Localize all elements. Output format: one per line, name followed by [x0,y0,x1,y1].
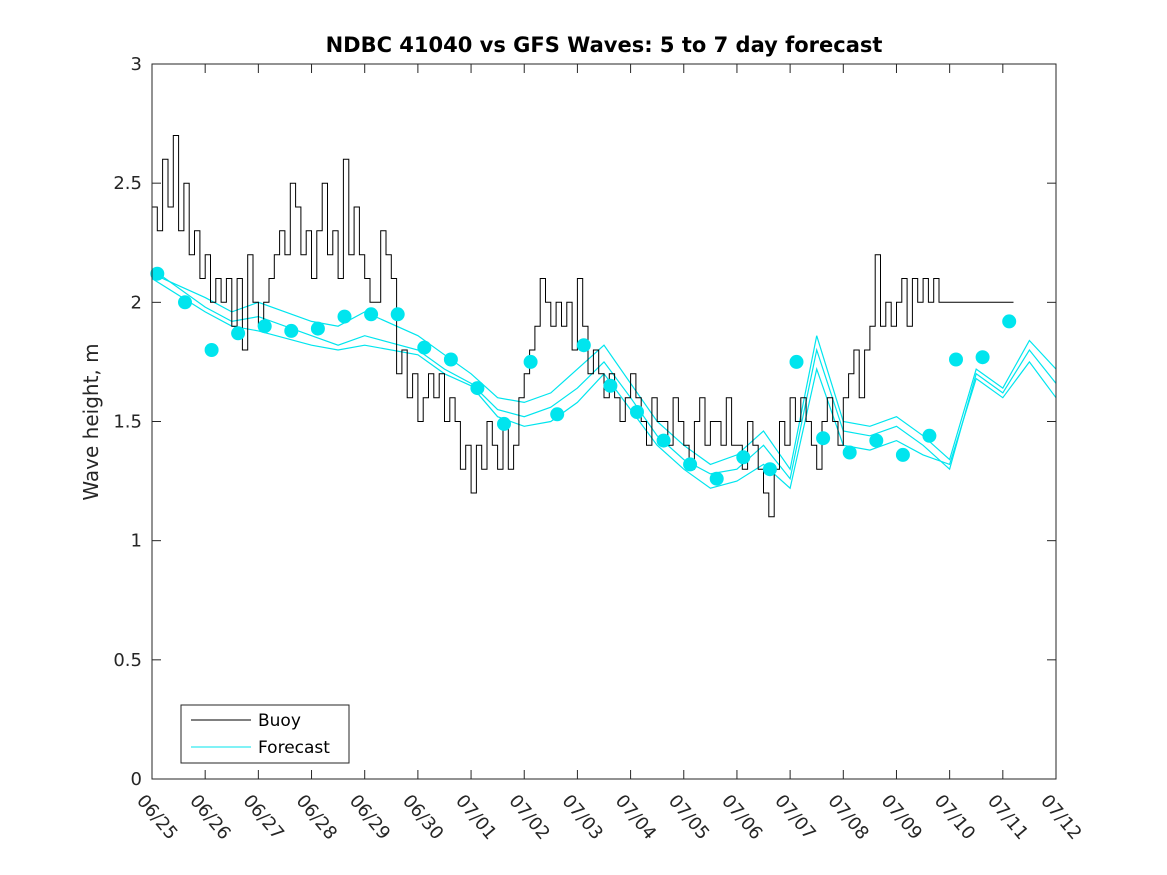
x-tick-label: 07/10 [930,791,979,844]
forecast-point [762,462,777,477]
x-tick-label: 07/07 [770,791,819,844]
x-tick-label: 07/08 [823,791,872,844]
forecast-point [975,350,990,365]
series-layer [152,135,1056,518]
forecast-point [709,471,724,486]
y-tick-label: 1 [131,531,142,552]
y-tick-label: 2.5 [113,173,142,194]
forecast-point [178,295,192,310]
forecast-point [310,321,325,336]
forecast-point [603,378,618,393]
forecast-point [949,352,963,367]
forecast-point [284,323,299,338]
x-tick-label: 07/09 [877,791,926,844]
forecast-point [257,319,272,334]
y-tick-layer: 0 0.5 1 1.5 2 2.5 3 [113,54,1056,790]
forecast-point [337,309,352,324]
forecast-point [1002,314,1017,329]
forecast-point [443,352,458,367]
forecast-run-line [152,268,1056,481]
forecast-point [869,433,884,448]
forecast-point [842,445,857,460]
x-tick-label: 06/29 [345,791,394,844]
x-tick-label: 06/26 [185,791,234,844]
y-tick-label: 2 [131,292,142,313]
forecast-point [550,407,565,422]
x-tick-label: 07/12 [1036,791,1085,844]
x-tick-label: 06/27 [239,791,288,844]
marker-layer [150,266,1017,486]
x-tick-label: 06/28 [292,791,341,844]
x-tick-label: 06/25 [132,791,181,844]
forecast-point [364,307,379,322]
plot-frame [151,63,1057,780]
forecast-point [470,381,485,396]
buoy-line [152,135,1014,518]
x-tick-label: 07/11 [983,791,1032,844]
x-tick-label: 07/05 [664,791,713,844]
x-tick-label: 06/30 [398,791,447,844]
y-tick-label: 1.5 [113,412,142,433]
forecast-point [576,338,591,353]
x-tick-label: 07/04 [611,791,660,844]
forecast-point [789,354,804,369]
forecast-point [922,428,937,443]
forecast-point [523,354,538,369]
legend-box [180,704,350,764]
x-tick-label: 07/03 [558,791,607,844]
legend-buoy-label: Buoy [258,711,301,731]
forecast-point [204,343,219,357]
y-tick-label: 0.5 [113,650,142,671]
forecast-point [390,307,405,322]
forecast-point [150,266,165,281]
legend: Buoy Forecast [180,704,350,764]
forecast-point [656,433,671,448]
forecast-point [895,447,910,462]
x-tick-label: 07/02 [504,791,553,844]
y-tick-label: 0 [131,769,142,790]
forecast-point [736,450,751,465]
y-tick-label: 3 [131,54,142,75]
forecast-point [816,431,831,446]
legend-forecast-label: Forecast [258,738,330,758]
forecast-point [231,326,246,341]
forecast-run-line [152,277,1056,490]
chart-title: NDBC 41040 vs GFS Waves: 5 to 7 day fore… [326,33,883,57]
forecast-point [417,340,432,355]
forecast-point [683,457,698,472]
x-tick-label: 07/06 [717,791,766,844]
y-axis-label: Wave height, m [79,343,103,500]
forecast-point [630,405,644,419]
forecast-run-line [152,273,1056,471]
x-tick-label: 07/01 [451,791,500,844]
forecast-point [497,416,511,431]
